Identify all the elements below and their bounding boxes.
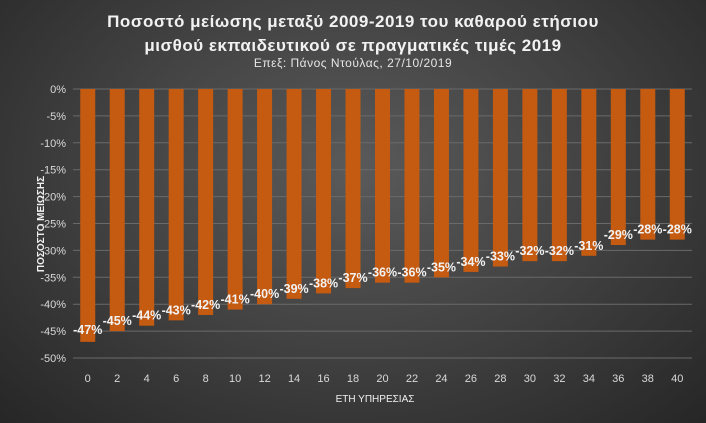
x-tick-label: 22 <box>406 373 418 385</box>
chart-subtitle: Επεξ: Πάνος Ντούλας, 27/10/2019 <box>253 56 453 70</box>
bar <box>375 89 390 283</box>
x-tick-label: 2 <box>114 373 120 385</box>
bar <box>610 89 626 246</box>
x-tick-label: 12 <box>258 373 270 385</box>
bar <box>669 89 685 240</box>
data-label: -28% <box>663 223 692 237</box>
x-tick-label: 38 <box>642 373 654 385</box>
data-label: -28% <box>633 223 662 237</box>
data-label: -37% <box>338 271 367 285</box>
x-tick-label: 0 <box>85 373 91 385</box>
chart-title-line1: Ποσοστό μείωσης μεταξύ 2009-2019 του καθ… <box>107 12 599 31</box>
x-tick-label: 32 <box>553 373 565 385</box>
x-tick-label: 34 <box>583 373 595 385</box>
y-tick-label: -35% <box>40 272 66 284</box>
y-tick-label: -25% <box>40 219 66 231</box>
bar <box>640 89 656 240</box>
data-label: -42% <box>191 298 220 312</box>
x-tick-label: 40 <box>671 373 683 385</box>
data-label: -40% <box>250 287 279 301</box>
bar <box>227 89 243 310</box>
x-tick-label: 14 <box>288 373 300 385</box>
x-tick-label: 16 <box>317 373 329 385</box>
x-tick-label: 24 <box>435 373 447 385</box>
data-label: -43% <box>162 303 191 317</box>
bar <box>316 89 332 294</box>
bar <box>345 89 361 289</box>
x-tick-label: 36 <box>612 373 624 385</box>
x-tick-label: 6 <box>173 373 179 385</box>
x-tick-label: 30 <box>524 373 536 385</box>
x-tick-label: 20 <box>376 373 388 385</box>
y-tick-label: -30% <box>40 245 66 257</box>
bar <box>286 89 302 299</box>
y-tick-label: -5% <box>46 111 66 123</box>
bar <box>522 89 538 262</box>
x-tick-label: 28 <box>494 373 506 385</box>
y-tick-label: -45% <box>40 326 66 338</box>
y-tick-label: -40% <box>40 299 66 311</box>
chart-title-line2: μισθού εκπαιδευτικού σε πραγματικές τιμέ… <box>144 36 562 55</box>
bar <box>581 89 597 256</box>
data-label: -36% <box>397 266 426 280</box>
bar <box>257 89 273 305</box>
data-label: -47% <box>73 323 102 337</box>
data-label: -29% <box>604 228 633 242</box>
x-tick-label: 26 <box>465 373 477 385</box>
x-tick-label: 10 <box>229 373 241 385</box>
y-tick-label: -10% <box>40 138 66 150</box>
x-tick-label: 8 <box>203 373 209 385</box>
x-tick-label: 4 <box>144 373 150 385</box>
data-label: -45% <box>103 314 132 328</box>
data-label: -32% <box>545 244 574 258</box>
y-tick-label: -20% <box>40 192 66 204</box>
data-label: -36% <box>368 266 397 280</box>
y-tick-label: 0% <box>50 84 66 96</box>
bar <box>492 89 508 267</box>
bar <box>404 89 420 283</box>
y-tick-label: -15% <box>40 165 66 177</box>
data-label: -33% <box>486 250 515 264</box>
data-label: -31% <box>574 239 603 253</box>
data-label: -38% <box>309 276 338 290</box>
bar <box>551 89 567 262</box>
data-label: -34% <box>456 255 485 269</box>
bar <box>463 89 479 272</box>
bar <box>109 89 125 332</box>
bar <box>139 89 155 326</box>
data-label: -35% <box>427 260 456 274</box>
x-axis-label: ΕΤΗ ΥΠΗΡΕΣΙΑΣ <box>336 394 415 405</box>
data-label: -41% <box>221 293 250 307</box>
y-axis-label: ΠΟΣΟΣΤΟ ΜΕΙΩΣΗΣ <box>36 176 47 272</box>
x-tick-label: 18 <box>347 373 359 385</box>
bar <box>80 89 96 342</box>
data-label: -32% <box>515 244 544 258</box>
data-label: -44% <box>132 309 161 323</box>
bar <box>433 89 449 278</box>
bar <box>198 89 214 315</box>
bar <box>168 89 184 321</box>
data-label: -39% <box>279 282 308 296</box>
y-tick-label: -50% <box>40 353 66 365</box>
